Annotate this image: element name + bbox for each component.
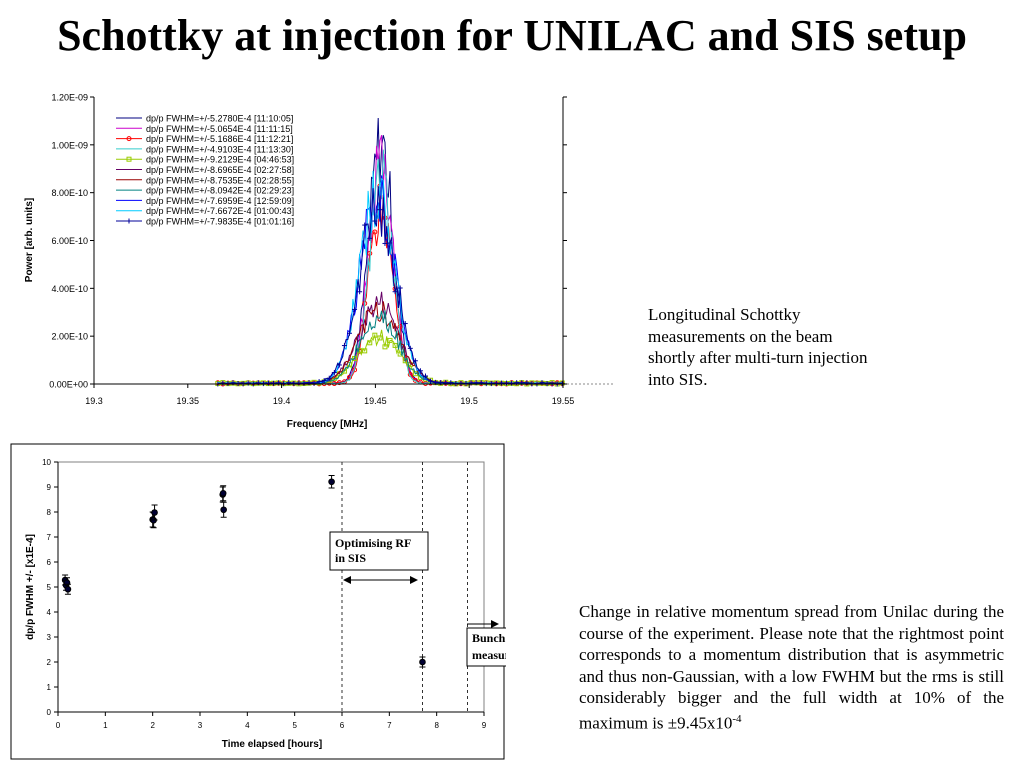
legend-label: dp/p FWHM=+/-8.6965E-4 [02:27:58] [146, 165, 294, 175]
data-point [151, 509, 158, 516]
legend-label: dp/p FWHM=+/-7.9835E-4 [01:01:16] [146, 217, 294, 227]
legend-label: dp/p FWHM=+/-5.1686E-4 [11:12:21] [146, 134, 293, 144]
data-point [219, 489, 227, 497]
chart2-ytick-label: 7 [47, 533, 52, 542]
chart2-xtick-label: 0 [56, 721, 61, 730]
chart2-ytick-label: 3 [47, 633, 52, 642]
bunch-profile-label: Bunch profile measurements [472, 631, 506, 662]
data-point [220, 506, 227, 514]
chart2-ytick-label: 0 [47, 708, 52, 717]
momentum-spread-text: Change in relative momentum spread from … [579, 602, 1004, 733]
chart2-xtick-label: 6 [340, 721, 345, 730]
momentum-spread-description: Change in relative momentum spread from … [579, 601, 1004, 734]
chart1-xlabel: Frequency [MHz] [287, 419, 368, 430]
chart2-ytick-label: 6 [47, 558, 52, 567]
chart1-marker [382, 215, 388, 221]
chart1-xtick-label: 19.5 [460, 396, 478, 406]
chart1-ytick-label: 0.00E+00 [49, 380, 88, 390]
chart2-xlabel: Time elapsed [hours] [222, 739, 322, 750]
chart1-series-line [217, 310, 563, 385]
chart1-marker [336, 380, 342, 386]
chart2-xtick-label: 5 [292, 721, 297, 730]
schottky-spectrum-chart: 0.00E+00 2.00E-10 4.00E-10 6.00E-10 8.00E-10… [24, 93, 615, 430]
chart1-marker [392, 342, 398, 348]
chart2-xtick-label: 8 [434, 721, 439, 730]
chart1-ytick-label: 4.00E-10 [51, 284, 88, 294]
legend-marker [126, 136, 132, 142]
chart2-ytick-label: 4 [47, 608, 52, 617]
chart2-ylabel: dp/p FWHM +/- [x1E-4] [25, 534, 36, 640]
legend-label: dp/p FWHM=+/-8.7535E-4 [02:28:55] [146, 175, 294, 185]
slide-title: Schottky at injection for UNILAC and SIS… [57, 11, 967, 60]
chart2-ytick-label: 8 [47, 508, 52, 517]
chart1-xtick-label: 19.4 [273, 396, 291, 406]
chart2-xtick-label: 9 [482, 721, 487, 730]
chart1-ytick-label: 8.00E-10 [51, 188, 88, 198]
chart2-ytick-label: 1 [47, 683, 52, 692]
chart1-marker [372, 332, 378, 338]
chart2-plot-area [57, 461, 485, 713]
chart1-ytick-label: 1.20E-09 [51, 93, 88, 103]
chart1-marker [387, 337, 393, 343]
chart1-ytick-label: 2.00E-10 [51, 332, 88, 342]
data-point [328, 478, 335, 486]
legend-label: dp/p FWHM=+/-4.9103E-4 [11:13:30] [146, 144, 293, 154]
chart1-marker [347, 362, 353, 368]
legend-label: dp/p FWHM=+/-8.0942E-4 [02:29:23] [146, 186, 294, 196]
chart2-xtick-label: 3 [198, 721, 203, 730]
data-point [64, 585, 72, 593]
chart1-marker [362, 348, 368, 354]
legend-marker [126, 156, 132, 162]
chart1-xtick-label: 19.35 [177, 396, 200, 406]
chart1-ytick-label: 1.00E-09 [51, 140, 88, 150]
chart2-xtick-label: 1 [103, 721, 108, 730]
exponent: -4 [732, 712, 742, 725]
chart1-series-line [217, 291, 563, 385]
legend-label: dp/p FWHM=+/-9.2129E-4 [04:46:53] [146, 155, 294, 165]
chart1-marker [397, 324, 403, 330]
chart1-marker [382, 344, 388, 350]
optimising-rf-label: Optimising RF in SIS [335, 536, 414, 565]
bunch-profile-box [466, 627, 506, 667]
data-point [419, 658, 426, 666]
chart2-xtick-label: 7 [387, 721, 392, 730]
chart1-marker [367, 340, 373, 346]
chart1-ylabel: Power [arb. units] [24, 198, 35, 282]
chart2-ytick-label: 2 [47, 658, 52, 667]
chart1-marker [377, 335, 383, 341]
legend-label: dp/p FWHM=+/-7.6672E-4 [01:00:43] [146, 206, 294, 216]
chart1-ytick-label: 6.00E-10 [51, 236, 88, 246]
chart2-ytick-label: 5 [47, 583, 52, 592]
legend-label: dp/p FWHM=+/-5.2780E-4 [11:10:05] [146, 114, 293, 124]
chart1-marker [372, 229, 378, 235]
chart2-ytick-label: 10 [42, 458, 51, 467]
legend-label: dp/p FWHM=+/-5.0654E-4 [11:11:15] [146, 124, 293, 134]
legend-label: dp/p FWHM=+/-7.6959E-4 [12:59:09] [146, 196, 294, 206]
chart1-xtick-label: 19.55 [552, 396, 575, 406]
momentum-spread-chart: 0 1 2 3 4 5 6 7 8 9 10 0 1 2 3 4 5 6 7 8 9 Time elapsed [hou… [10, 443, 506, 760]
chart2-frame [10, 443, 505, 760]
chart2-xtick-label: 2 [150, 721, 155, 730]
chart2-ytick-label: 9 [47, 483, 52, 492]
chart1-xtick-label: 19.45 [364, 396, 387, 406]
chart2-xtick-label: 4 [245, 721, 250, 730]
optimising-rf-box [329, 531, 429, 571]
chart1-xtick-label: 19.3 [85, 396, 103, 406]
schottky-description: Longitudinal Schottky measurements on th… [648, 305, 868, 389]
